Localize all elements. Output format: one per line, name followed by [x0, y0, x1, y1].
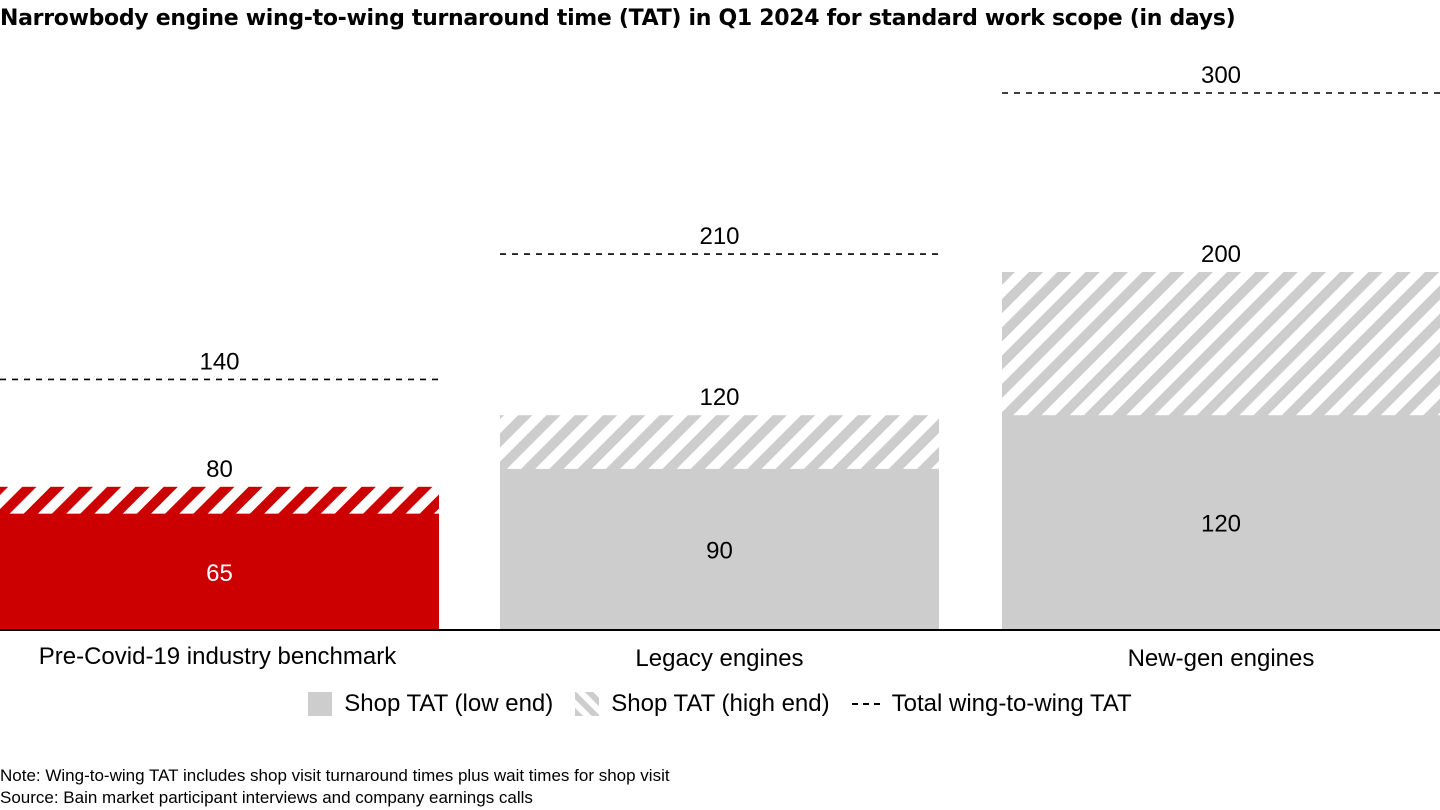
legend-label-shop-high: Shop TAT (high end) — [611, 690, 830, 717]
legend-item-shop-high: Shop TAT (high end) — [575, 690, 830, 718]
note-text: Note: Wing-to-wing TAT includes shop vis… — [0, 766, 670, 785]
legend-swatch-hatched — [575, 692, 600, 716]
legend-label-total: Total wing-to-wing TAT — [891, 690, 1132, 717]
footnotes: Note: Wing-to-wing TAT includes shop vis… — [0, 765, 670, 809]
legend-swatch-dashed-line — [851, 703, 880, 705]
label-shop-low-2: 90 — [706, 537, 733, 564]
chart-title: Narrowbody engine wing-to-wing turnaroun… — [0, 6, 1236, 31]
category-label-2: Legacy engines — [635, 645, 803, 672]
label-shop-low-1: 65 — [206, 560, 233, 587]
legend-item-shop-low: Shop TAT (low end) — [308, 690, 553, 718]
label-shop-low-3: 120 — [1201, 511, 1241, 538]
legend-label-shop-low: Shop TAT (low end) — [344, 690, 554, 717]
legend-swatch-solid — [308, 692, 333, 716]
bar-shop-low-3 — [1002, 415, 1440, 630]
label-total-3: 300 — [1201, 62, 1241, 89]
label-total-1: 140 — [199, 348, 239, 375]
label-shop-high-2: 120 — [699, 384, 739, 411]
label-total-2: 210 — [699, 223, 739, 250]
category-label-1: Pre-Covid-19 industry benchmark — [39, 643, 397, 670]
bar-chart: 140 80 65 Pre-Covid-19 industry benchmark 21… — [0, 62, 1440, 672]
category-label-3: New-gen engines — [1128, 645, 1315, 672]
label-shop-high-3: 200 — [1201, 241, 1241, 268]
label-shop-high-1: 80 — [206, 456, 233, 483]
bar-shop-low-1 — [0, 513, 439, 630]
legend: Shop TAT (low end) Shop TAT (high end) T… — [0, 690, 1440, 718]
source-text: Source: Bain market participant intervie… — [0, 788, 533, 807]
legend-item-total: Total wing-to-wing TAT — [851, 690, 1132, 718]
bar-shop-low-2 — [500, 468, 939, 630]
